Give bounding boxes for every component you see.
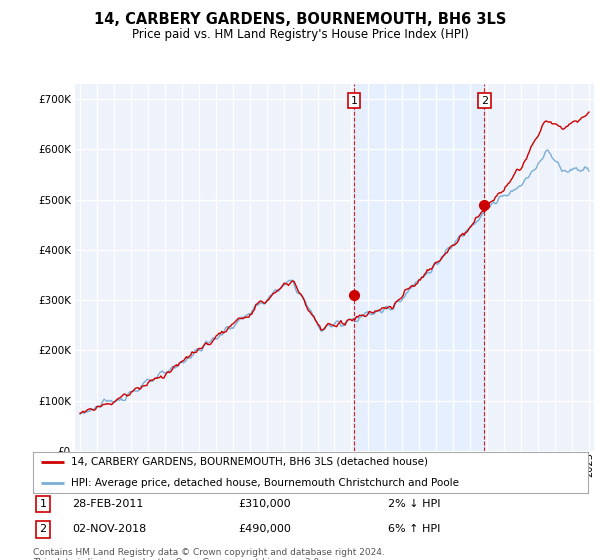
Text: Price paid vs. HM Land Registry's House Price Index (HPI): Price paid vs. HM Land Registry's House …	[131, 28, 469, 41]
Text: 14, CARBERY GARDENS, BOURNEMOUTH, BH6 3LS: 14, CARBERY GARDENS, BOURNEMOUTH, BH6 3L…	[94, 12, 506, 27]
Text: Contains HM Land Registry data © Crown copyright and database right 2024.
This d: Contains HM Land Registry data © Crown c…	[33, 548, 385, 560]
Text: 2: 2	[40, 524, 47, 534]
Text: 02-NOV-2018: 02-NOV-2018	[72, 524, 146, 534]
Text: 6% ↑ HPI: 6% ↑ HPI	[388, 524, 440, 534]
Bar	[354, 84, 484, 451]
Text: 1: 1	[40, 499, 46, 509]
Text: 2% ↓ HPI: 2% ↓ HPI	[388, 499, 440, 509]
Text: 28-FEB-2011: 28-FEB-2011	[72, 499, 143, 509]
Text: HPI: Average price, detached house, Bournemouth Christchurch and Poole: HPI: Average price, detached house, Bour…	[71, 478, 459, 488]
Text: £490,000: £490,000	[238, 524, 291, 534]
Text: £310,000: £310,000	[238, 499, 291, 509]
Text: 14, CARBERY GARDENS, BOURNEMOUTH, BH6 3LS (detached house): 14, CARBERY GARDENS, BOURNEMOUTH, BH6 3L…	[71, 457, 428, 466]
Text: 1: 1	[350, 96, 358, 105]
Text: 2: 2	[481, 96, 488, 105]
